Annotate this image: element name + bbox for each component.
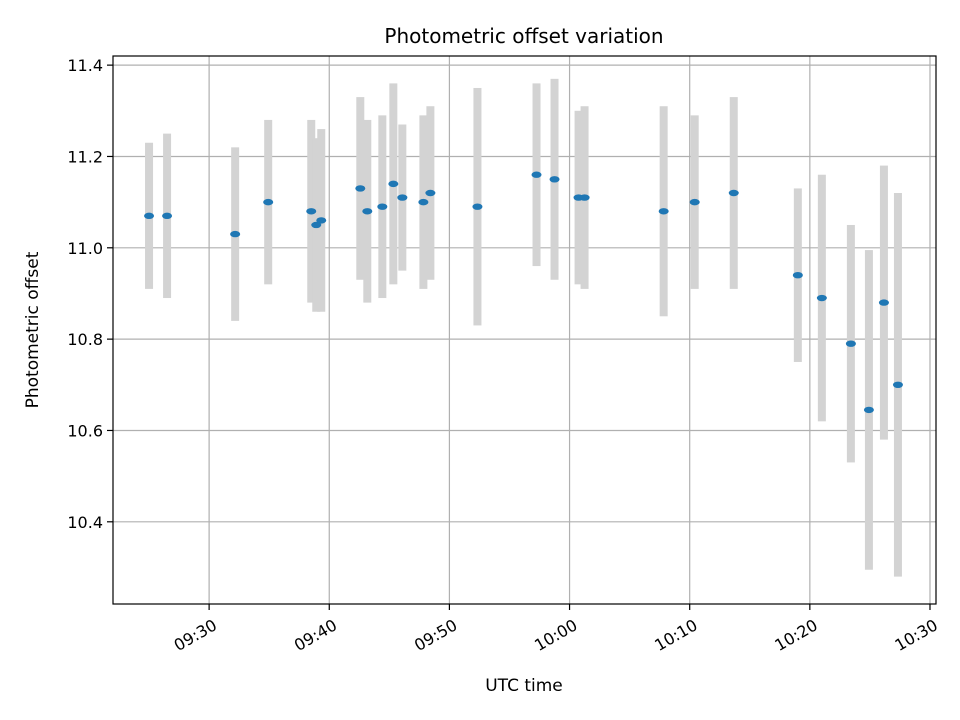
data-point (230, 230, 241, 238)
data-point (845, 340, 856, 347)
y-axis: 10.4 10.6 10.8 11.0 11.2 11.4 (67, 56, 113, 532)
y-axis-label: Photometric offset (23, 251, 43, 408)
y-tick-label: 10.8 (67, 330, 103, 349)
y-tick-label: 10.4 (67, 513, 103, 532)
data-point (388, 180, 399, 188)
data-point (689, 198, 700, 206)
data-point (816, 294, 827, 302)
y-tick-label: 11.4 (67, 56, 103, 75)
x-axis-label: UTC time (485, 676, 563, 696)
data-point (728, 189, 739, 197)
data-point (658, 208, 669, 215)
data-point (144, 212, 155, 220)
y-tick-label: 10.6 (67, 421, 103, 440)
data-point (878, 299, 889, 306)
data-point (579, 194, 590, 201)
data-point (362, 208, 373, 215)
data-point (549, 176, 560, 183)
data-point (162, 212, 173, 220)
data-point (263, 198, 274, 206)
data-point (306, 208, 317, 215)
data-point (792, 272, 803, 279)
y-tick-label: 11.2 (67, 147, 103, 166)
data-point (397, 194, 408, 201)
data-point (892, 381, 903, 388)
data-point (472, 203, 483, 210)
data-point (311, 221, 322, 229)
data-point (531, 171, 542, 178)
data-points (144, 171, 903, 414)
data-point (316, 217, 327, 224)
plot-frame (112, 55, 937, 605)
y-tick-label: 11.0 (67, 239, 103, 258)
data-point (355, 185, 366, 192)
data-point (425, 189, 436, 197)
data-point (377, 203, 388, 210)
chart-title: Photometric offset variation (384, 24, 663, 48)
data-point (418, 198, 429, 206)
data-point (863, 406, 874, 414)
